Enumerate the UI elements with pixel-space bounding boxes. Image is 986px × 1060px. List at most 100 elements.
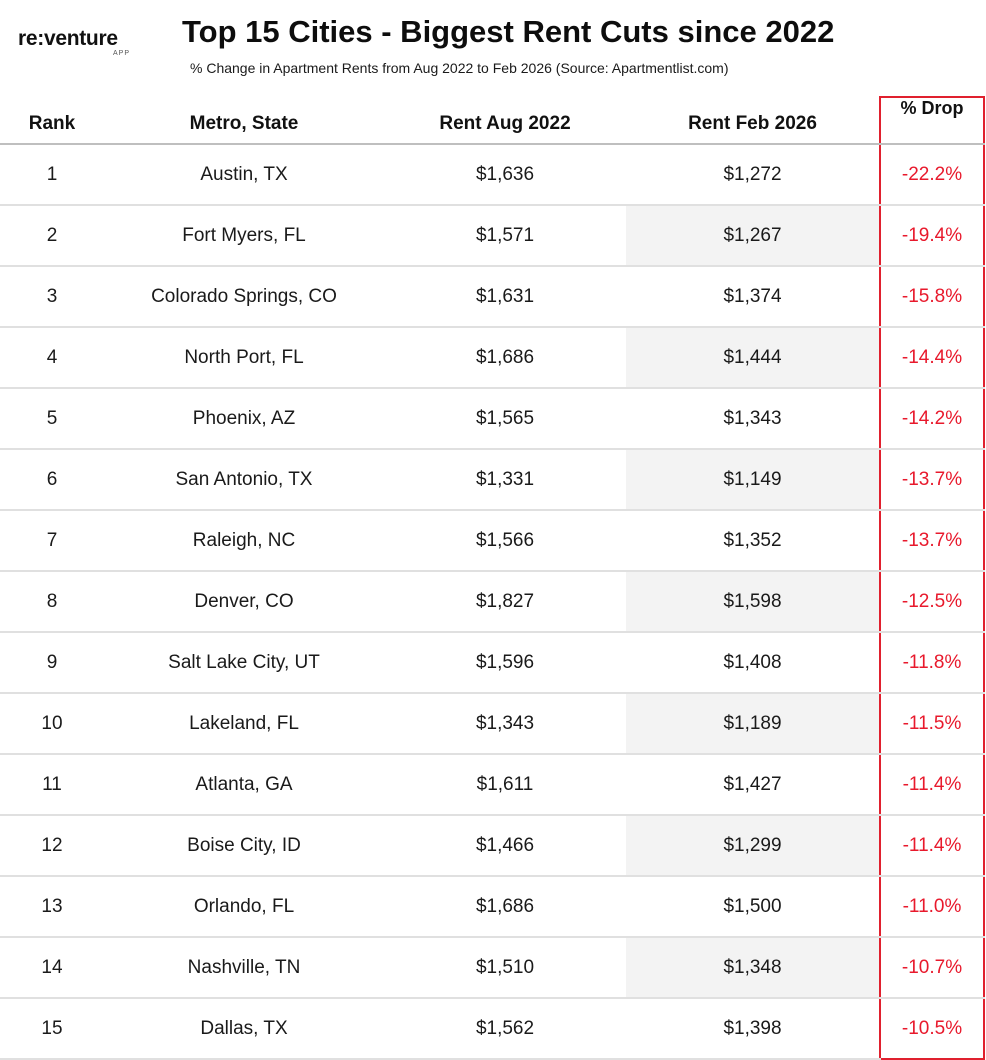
drop-cell: -14.4%	[879, 327, 985, 389]
rent-feb-cell: $1,427	[626, 754, 880, 816]
table-row: 11 Atlanta, GA $1,611 $1,427 -11.4%	[0, 754, 985, 816]
rent-aug-cell: $1,631	[384, 266, 626, 328]
rank-cell: 13	[0, 876, 104, 938]
rent-aug-cell: $1,596	[384, 632, 626, 694]
header-rent-feb: Rent Feb 2026	[626, 97, 880, 145]
metro-cell: Raleigh, NC	[104, 510, 384, 572]
metro-cell: Nashville, TN	[104, 937, 384, 999]
rank-cell: 8	[0, 571, 104, 633]
metro-cell: Fort Myers, FL	[104, 205, 384, 267]
chart-subtitle: % Change in Apartment Rents from Aug 202…	[190, 60, 729, 76]
table-row: 13 Orlando, FL $1,686 $1,500 -11.0%	[0, 876, 985, 938]
metro-cell: Orlando, FL	[104, 876, 384, 938]
rank-cell: 9	[0, 632, 104, 694]
rank-cell: 5	[0, 388, 104, 450]
chart-title: Top 15 Cities - Biggest Rent Cuts since …	[182, 14, 835, 49]
drop-cell: -15.8%	[879, 266, 985, 328]
drop-cell: -13.7%	[879, 449, 985, 511]
drop-cell: -13.7%	[879, 510, 985, 572]
metro-cell: Boise City, ID	[104, 815, 384, 877]
rank-cell: 14	[0, 937, 104, 999]
rank-cell: 1	[0, 144, 104, 206]
logo-brand: re:venture	[18, 27, 118, 50]
rent-feb-cell: $1,267	[626, 205, 880, 267]
metro-cell: North Port, FL	[104, 327, 384, 389]
table-row: 12 Boise City, ID $1,466 $1,299 -11.4%	[0, 815, 985, 877]
rank-cell: 2	[0, 205, 104, 267]
header-drop: % Drop	[879, 96, 985, 145]
rent-feb-cell: $1,352	[626, 510, 880, 572]
rent-aug-cell: $1,331	[384, 449, 626, 511]
drop-cell: -10.5%	[879, 998, 985, 1060]
drop-cell: -11.8%	[879, 632, 985, 694]
metro-cell: San Antonio, TX	[104, 449, 384, 511]
table-row: 6 San Antonio, TX $1,331 $1,149 -13.7%	[0, 449, 985, 511]
rent-feb-cell: $1,272	[626, 144, 880, 206]
rank-cell: 12	[0, 815, 104, 877]
rent-aug-cell: $1,466	[384, 815, 626, 877]
drop-cell: -22.2%	[879, 144, 985, 206]
rent-feb-cell: $1,408	[626, 632, 880, 694]
table-row: 9 Salt Lake City, UT $1,596 $1,408 -11.8%	[0, 632, 985, 694]
drop-cell: -12.5%	[879, 571, 985, 633]
table-row: 10 Lakeland, FL $1,343 $1,189 -11.5%	[0, 693, 985, 755]
rank-cell: 6	[0, 449, 104, 511]
rent-aug-cell: $1,611	[384, 754, 626, 816]
rank-cell: 11	[0, 754, 104, 816]
metro-cell: Dallas, TX	[104, 998, 384, 1060]
header-rank: Rank	[0, 97, 104, 145]
rent-aug-cell: $1,565	[384, 388, 626, 450]
rank-cell: 7	[0, 510, 104, 572]
rent-aug-cell: $1,343	[384, 693, 626, 755]
table-row: 15 Dallas, TX $1,562 $1,398 -10.5%	[0, 998, 985, 1060]
rent-feb-cell: $1,299	[626, 815, 880, 877]
metro-cell: Salt Lake City, UT	[104, 632, 384, 694]
table-row: 4 North Port, FL $1,686 $1,444 -14.4%	[0, 327, 985, 389]
rank-cell: 4	[0, 327, 104, 389]
metro-cell: Denver, CO	[104, 571, 384, 633]
metro-cell: Colorado Springs, CO	[104, 266, 384, 328]
rent-feb-cell: $1,598	[626, 571, 880, 633]
rent-feb-cell: $1,444	[626, 327, 880, 389]
rent-feb-cell: $1,149	[626, 449, 880, 511]
rank-cell: 10	[0, 693, 104, 755]
rent-aug-cell: $1,686	[384, 876, 626, 938]
logo-sub: APP	[112, 50, 130, 57]
rank-cell: 3	[0, 266, 104, 328]
rent-feb-cell: $1,500	[626, 876, 880, 938]
drop-cell: -14.2%	[879, 388, 985, 450]
rent-aug-cell: $1,571	[384, 205, 626, 267]
table-row: 5 Phoenix, AZ $1,565 $1,343 -14.2%	[0, 388, 985, 450]
rent-aug-cell: $1,636	[384, 144, 626, 206]
rent-table: Rank Metro, State Rent Aug 2022 Rent Feb…	[0, 96, 985, 1060]
drop-cell: -11.4%	[879, 815, 985, 877]
rent-feb-cell: $1,348	[626, 937, 880, 999]
rent-aug-cell: $1,686	[384, 327, 626, 389]
rent-feb-cell: $1,343	[626, 388, 880, 450]
table-row: 7 Raleigh, NC $1,566 $1,352 -13.7%	[0, 510, 985, 572]
rent-aug-cell: $1,510	[384, 937, 626, 999]
metro-cell: Lakeland, FL	[104, 693, 384, 755]
metro-cell: Austin, TX	[104, 144, 384, 206]
table-row: 2 Fort Myers, FL $1,571 $1,267 -19.4%	[0, 205, 985, 267]
metro-cell: Phoenix, AZ	[104, 388, 384, 450]
drop-cell: -10.7%	[879, 937, 985, 999]
rent-feb-cell: $1,374	[626, 266, 880, 328]
rent-aug-cell: $1,827	[384, 571, 626, 633]
rent-feb-cell: $1,189	[626, 693, 880, 755]
drop-cell: -11.5%	[879, 693, 985, 755]
rent-aug-cell: $1,562	[384, 998, 626, 1060]
table-row: 3 Colorado Springs, CO $1,631 $1,374 -15.8%	[0, 266, 985, 328]
table-row: 1 Austin, TX $1,636 $1,272 -22.2%	[0, 144, 985, 206]
header-metro: Metro, State	[104, 97, 384, 145]
rent-feb-cell: $1,398	[626, 998, 880, 1060]
drop-cell: -11.0%	[879, 876, 985, 938]
drop-cell: -19.4%	[879, 205, 985, 267]
table-body: 1 Austin, TX $1,636 $1,272 -22.2% 2 Fort Myers…	[0, 144, 985, 1060]
header-rent-aug: Rent Aug 2022	[384, 97, 626, 145]
header-row: Rank Metro, State Rent Aug 2022 Rent Feb…	[0, 96, 985, 145]
table-row: 14 Nashville, TN $1,510 $1,348 -10.7%	[0, 937, 985, 999]
reventure-logo: re:venture APP	[18, 28, 138, 58]
rank-cell: 15	[0, 998, 104, 1060]
rent-aug-cell: $1,566	[384, 510, 626, 572]
